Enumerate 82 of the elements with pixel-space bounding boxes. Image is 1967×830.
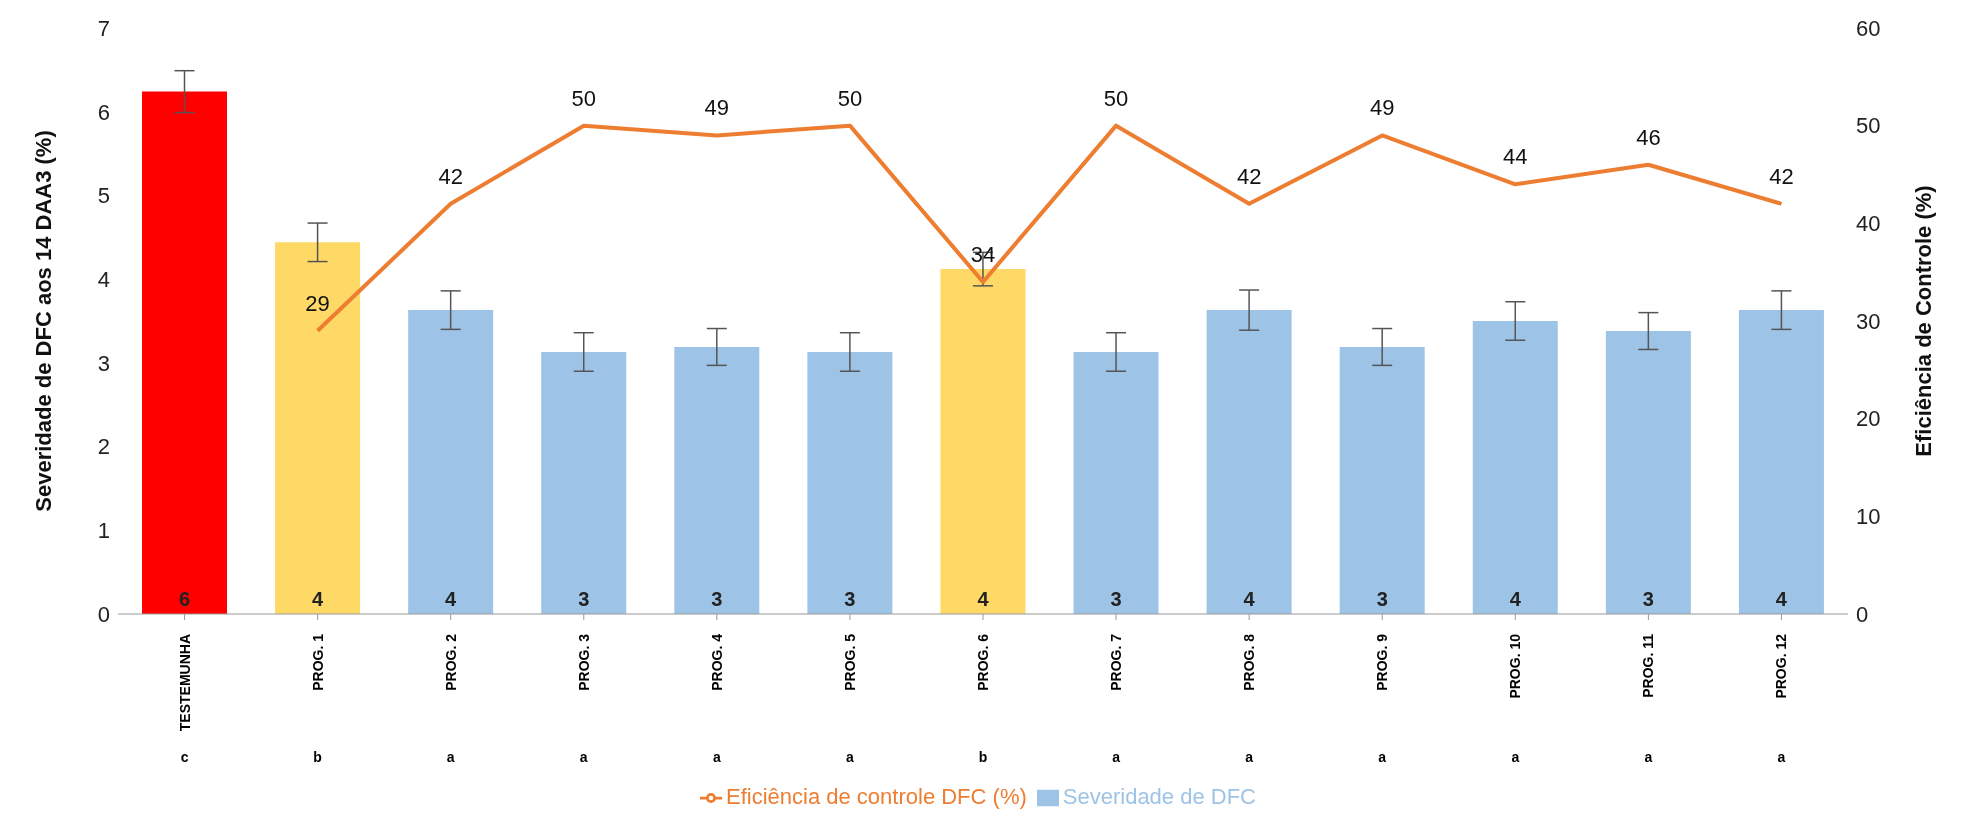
y-tick-label: 0 bbox=[97, 601, 110, 627]
x-tick-label: PROG. 2 bbox=[442, 633, 459, 691]
bar bbox=[940, 269, 1026, 614]
y2-tick-label: 50 bbox=[1856, 113, 1881, 139]
x-tick-label: PROG. 11 bbox=[1640, 633, 1657, 698]
data-label: 3 bbox=[578, 588, 590, 610]
y-tick-label: 6 bbox=[97, 99, 110, 125]
data-label: 29 bbox=[305, 290, 330, 316]
data-label: 4 bbox=[1509, 588, 1522, 610]
data-label: 4 bbox=[445, 588, 458, 610]
text: a bbox=[1777, 749, 1786, 765]
text: a bbox=[846, 749, 855, 765]
data-label: 50 bbox=[1103, 85, 1129, 111]
bar bbox=[1605, 331, 1691, 614]
y-tick-label: 5 bbox=[97, 183, 110, 209]
data-label: 49 bbox=[704, 95, 730, 121]
data-label: 3 bbox=[711, 588, 723, 610]
x-tick-label: PROG. 5 bbox=[841, 633, 858, 691]
x-tick-label: PROG. 8 bbox=[1241, 633, 1258, 691]
text: a bbox=[1378, 749, 1387, 765]
y2-tick-label: 40 bbox=[1856, 211, 1881, 237]
text: a bbox=[1511, 749, 1520, 765]
data-label: 49 bbox=[1369, 95, 1395, 121]
text: b bbox=[313, 749, 322, 765]
y-tick-label: 7 bbox=[97, 15, 110, 41]
data-label: 46 bbox=[1636, 124, 1661, 150]
x-tick-label: PROG. 12 bbox=[1773, 633, 1790, 699]
bar bbox=[275, 242, 361, 614]
data-label: 44 bbox=[1503, 144, 1528, 170]
x-tick-label: PROG. 7 bbox=[1108, 633, 1125, 691]
y-axis-title: Severidade de DFC aos 14 DAA3 (%) bbox=[30, 130, 56, 512]
text: a bbox=[446, 749, 455, 765]
data-label: 50 bbox=[571, 85, 597, 111]
text: b bbox=[978, 749, 988, 765]
text: c bbox=[180, 749, 189, 765]
y2-tick-label: 30 bbox=[1856, 308, 1881, 334]
data-label: 3 bbox=[1110, 588, 1122, 610]
data-label: 4 bbox=[977, 588, 990, 610]
text: a bbox=[712, 749, 721, 765]
data-label: 3 bbox=[1376, 588, 1388, 610]
data-label: 4 bbox=[312, 588, 325, 610]
bar bbox=[674, 346, 760, 614]
x-tick-label: PROG. 1 bbox=[309, 633, 326, 691]
x-tick-label: PROG. 4 bbox=[708, 633, 725, 691]
data-label: 42 bbox=[1236, 163, 1262, 189]
text: a bbox=[1644, 749, 1653, 765]
bar bbox=[541, 351, 627, 614]
text: a bbox=[1245, 749, 1254, 765]
data-label: 3 bbox=[844, 588, 856, 610]
text: a bbox=[579, 749, 588, 765]
y2-tick-label: 0 bbox=[1856, 601, 1869, 627]
data-label: 4 bbox=[1243, 588, 1256, 610]
y-tick-label: 2 bbox=[97, 434, 110, 460]
y2-axis-title: Eficiência de Controle (%) bbox=[1910, 185, 1936, 457]
data-label: 3 bbox=[1642, 588, 1654, 610]
bar bbox=[1738, 310, 1824, 614]
bar bbox=[1339, 346, 1425, 614]
x-tick-label: PROG. 3 bbox=[575, 633, 592, 691]
data-label: 42 bbox=[1769, 163, 1794, 189]
y2-tick-label: 60 bbox=[1856, 15, 1881, 41]
bar bbox=[1472, 321, 1558, 614]
x-tick-label: TESTEMUNHA bbox=[176, 634, 193, 732]
x-tick-label: PROG. 6 bbox=[975, 633, 991, 691]
bar bbox=[807, 351, 893, 614]
x-tick-label: PROG. 10 bbox=[1507, 633, 1524, 699]
data-label: 50 bbox=[837, 85, 863, 111]
y2-tick-label: 10 bbox=[1856, 504, 1881, 530]
y-tick-label: 4 bbox=[97, 266, 110, 292]
x-tick-label: PROG. 9 bbox=[1374, 633, 1391, 691]
bar bbox=[1206, 310, 1292, 614]
data-label: 4 bbox=[1775, 588, 1788, 610]
legend-label: Severidade de DFC bbox=[1062, 784, 1256, 809]
y-tick-label: 3 bbox=[97, 350, 110, 376]
legend-label: Eficiência de controle DFC (%) bbox=[726, 784, 1027, 809]
bar bbox=[142, 91, 227, 614]
text: a bbox=[1112, 749, 1121, 765]
bar bbox=[1073, 351, 1159, 614]
y-tick-label: 1 bbox=[97, 518, 110, 544]
data-label: 42 bbox=[438, 163, 463, 189]
bar bbox=[408, 310, 494, 614]
data-label: 6 bbox=[178, 588, 191, 610]
y2-tick-label: 20 bbox=[1856, 406, 1881, 432]
